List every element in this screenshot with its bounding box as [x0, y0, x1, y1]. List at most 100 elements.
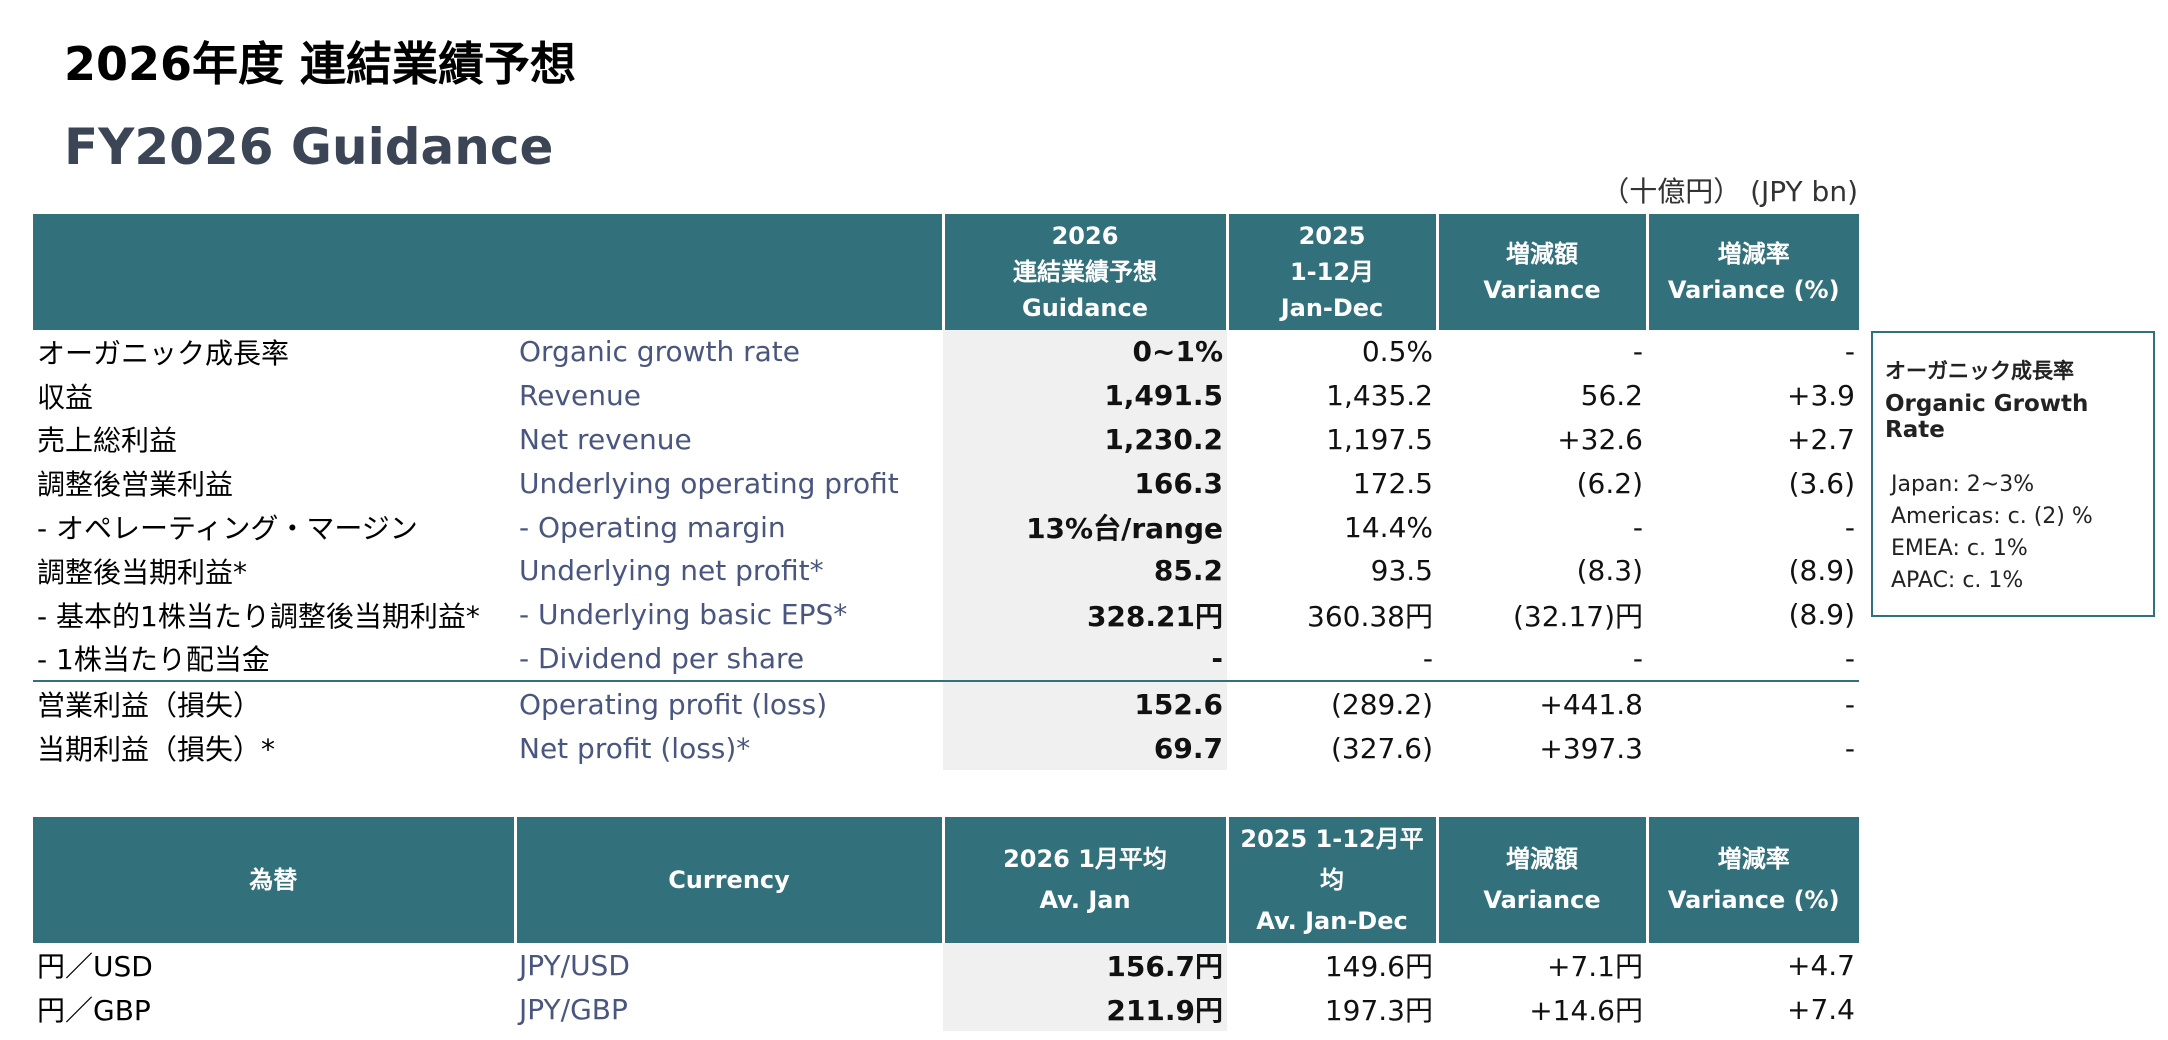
page-title-en: FY2026 Guidance [64, 118, 554, 176]
row-label-en: Underlying operating profit [519, 466, 899, 500]
actual-value: 0.5% [1361, 335, 1433, 369]
actual-value: 360.38円 [1307, 599, 1433, 633]
fx-label-jp: 円／USD [37, 950, 153, 984]
guidance-value: 1,491.5 [943, 373, 1227, 418]
row-label-jp: - オペレーティング・マージン [37, 512, 418, 546]
fx-jan-value: 211.9円 [943, 987, 1227, 1032]
row-label-en: Net revenue [519, 422, 692, 456]
fx-header-variance-pct: 増減率 Variance (%) [1645, 817, 1859, 944]
variance-value: - [1437, 636, 1647, 683]
row-label-en: Net profit (loss)* [519, 731, 751, 765]
variance-pct-value: (8.9) [1788, 598, 1855, 632]
guidance-value: 13%台/range [943, 505, 1227, 549]
actual-value: 93.5 [1370, 554, 1433, 588]
page-title-jp: 2026年度 連結業績予想 [64, 37, 577, 91]
row-label-jp: 収益 [37, 380, 94, 414]
table-row: - 基本的1株当たり調整後当期利益* - Underlying basic EP… [33, 592, 1859, 637]
box-title-jp: オーガニック成長率 [1885, 359, 2074, 383]
row-label-en: - Underlying basic EPS* [519, 598, 848, 632]
fx-label-en: JPY/USD [519, 948, 630, 982]
fx-jan-value: 156.7円 [943, 943, 1227, 988]
variance-pct-value: - [1647, 636, 1859, 683]
variance-pct-value: - [1844, 335, 1855, 369]
fx-variance-pct-value: +7.4 [1787, 992, 1855, 1026]
row-label-en: Underlying net profit* [519, 554, 824, 588]
actual-value: (327.6) [1330, 731, 1433, 765]
actual-value: 14.4% [1344, 510, 1433, 544]
fx-variance-value: +14.6円 [1529, 994, 1643, 1028]
variance-value: 56.2 [1580, 379, 1643, 413]
table-row: オーガニック成長率 Organic growth rate 0~1% 0.5% … [33, 330, 1859, 374]
variance-pct-value: - [1844, 510, 1855, 544]
header-variance-pct: 増減率 Variance (%) [1645, 214, 1859, 330]
row-label-en: Organic growth rate [519, 335, 801, 369]
fx-header-en: Currency [513, 817, 943, 944]
organic-growth-box: オーガニック成長率 Organic Growth Rate Japan: 2~3… [1871, 331, 2155, 617]
row-label-jp: - 基本的1株当たり調整後当期利益* [37, 599, 480, 633]
guidance-table: 2026 連結業績予想 Guidance 2025 1-12月 Jan-Dec … [33, 214, 1859, 770]
variance-value: +32.6 [1557, 422, 1643, 456]
fx-label-jp: 円／GBP [37, 994, 151, 1028]
fx-variance-pct-value: +4.7 [1787, 948, 1855, 982]
fx-year-value: 149.6円 [1324, 950, 1433, 984]
row-label-en: Revenue [519, 379, 641, 413]
header-guidance: 2026 連結業績予想 Guidance [941, 214, 1227, 330]
variance-pct-value: +3.9 [1787, 379, 1855, 413]
fx-variance-value: +7.1円 [1547, 950, 1643, 984]
actual-value: 1,435.2 [1326, 379, 1433, 413]
variance-value: (8.3) [1576, 554, 1643, 588]
variance-value: (6.2) [1576, 466, 1643, 500]
table-row: 円／USD JPY/USD 156.7円 149.6円 +7.1円 +4.7 [33, 943, 1859, 988]
actual-value: - [1227, 636, 1437, 683]
table-row: 調整後当期利益* Underlying net profit* 85.2 93.… [33, 548, 1859, 593]
variance-pct-value: - [1844, 731, 1855, 765]
unit-label: （十億円） (JPY bn) [1601, 175, 1858, 208]
guidance-value: 0~1% [943, 330, 1227, 374]
variance-value: +441.8 [1539, 687, 1643, 721]
row-label-jp: 営業利益（損失） [37, 689, 262, 723]
fx-header-year: 2025 1-12月平均 Av. Jan-Dec [1225, 817, 1437, 944]
row-label-jp: - 1株当たり配当金 [33, 636, 515, 683]
actual-value: 172.5 [1352, 466, 1433, 500]
variance-value: (32.17)円 [1512, 599, 1643, 633]
region-list: Japan: 2~3% Americas: c. (2) % EMEA: c. … [1885, 469, 2141, 597]
variance-value: - [1632, 335, 1643, 369]
guidance-value: 166.3 [943, 461, 1227, 506]
variance-pct-value: (8.9) [1788, 554, 1855, 588]
actual-value: 1,197.5 [1326, 422, 1433, 456]
row-label-en: - Dividend per share [515, 636, 943, 683]
fx-header-jp: 為替 [33, 817, 515, 944]
list-item: Americas: c. (2) % [1891, 504, 2093, 529]
row-label-jp: 当期利益（損失）* [37, 733, 276, 767]
row-label-en: - Operating margin [519, 510, 786, 544]
table-row: - オペレーティング・マージン - Operating margin 13%台/… [33, 505, 1859, 549]
table-row: 調整後営業利益 Underlying operating profit 166.… [33, 461, 1859, 506]
guidance-value: 1,230.2 [943, 417, 1227, 462]
row-label-jp: 調整後営業利益 [37, 468, 234, 502]
guidance-value: 85.2 [943, 548, 1227, 593]
fx-year-value: 197.3円 [1324, 994, 1433, 1028]
fx-header-variance: 増減額 Variance [1435, 817, 1647, 944]
currency-table: 為替 Currency 2026 1月平均 Av. Jan 2025 1-12月… [33, 817, 1859, 1032]
row-label-jp: 売上総利益 [37, 424, 178, 458]
header-blank [33, 214, 943, 330]
table-row: 当期利益（損失）* Net profit (loss)* 69.7 (327.6… [33, 726, 1859, 770]
row-label-en: Operating profit (loss) [519, 687, 828, 721]
guidance-value: 152.6 [943, 681, 1227, 727]
box-title-en: Organic Growth Rate [1885, 391, 2089, 443]
guidance-value: 328.21円 [943, 592, 1227, 637]
fx-label-en: JPY/GBP [519, 992, 628, 1026]
variance-value: +397.3 [1539, 731, 1643, 765]
actual-value: (289.2) [1330, 687, 1433, 721]
table-row: 収益 Revenue 1,491.5 1,435.2 56.2 +3.9 [33, 373, 1859, 418]
guidance-value: - [943, 636, 1227, 683]
table-row: 売上総利益 Net revenue 1,230.2 1,197.5 +32.6 … [33, 417, 1859, 462]
row-label-jp: 調整後当期利益* [37, 555, 248, 589]
guidance-value: 69.7 [943, 726, 1227, 770]
table-row: - 1株当たり配当金 - Dividend per share - - - - [33, 636, 1859, 683]
row-label-jp: オーガニック成長率 [37, 336, 290, 370]
variance-pct-value: (3.6) [1788, 466, 1855, 500]
variance-pct-value: - [1844, 687, 1855, 721]
header-actual: 2025 1-12月 Jan-Dec [1225, 214, 1437, 330]
list-item: EMEA: c. 1% [1891, 536, 2028, 561]
